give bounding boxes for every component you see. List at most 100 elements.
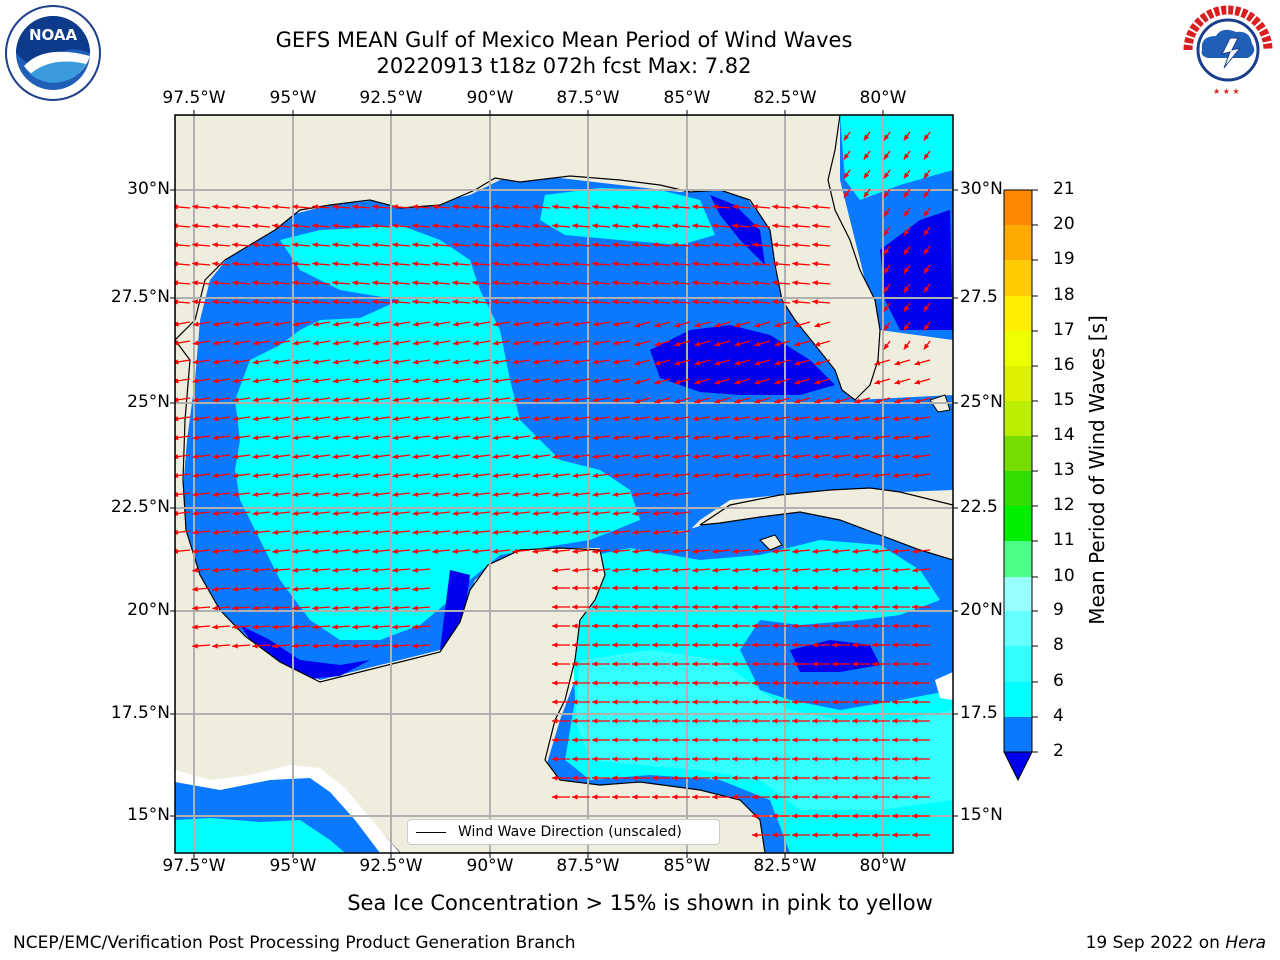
wind-wave-arrowhead [212,624,218,630]
wind-wave-arrowhead [792,699,798,705]
wind-wave-arrowhead [852,435,859,441]
wind-wave-arrowhead [923,267,930,274]
wind-wave-arrowhead [193,321,199,327]
wind-wave-arrowhead [732,204,738,210]
wind-wave-arrowhead [192,359,199,365]
wind-wave-arrowhead [674,398,681,404]
wind-wave-arrowhead [792,280,798,286]
wind-wave-arrowhead [883,153,890,160]
wind-wave-arrowhead [752,548,759,554]
wind-wave-arrowhead [372,454,379,460]
wind-wave-arrowhead [232,472,239,479]
wind-wave-arrowhead [472,299,478,305]
wind-wave-arrowhead [592,378,599,384]
lat-label-right: 30°N [960,179,1003,199]
wind-wave-arrowhead [412,435,419,441]
wind-wave-arrowhead [712,454,719,460]
wind-wave-arrowhead [292,223,298,229]
wind-wave-arrowhead [712,756,718,762]
wind-wave-arrowhead [812,604,818,610]
wind-wave-arrowhead [654,379,661,385]
wind-wave-arrowhead [252,548,259,554]
wind-wave-arrowhead [572,510,579,516]
wind-wave-arrowhead [332,340,339,346]
wind-wave-arrowhead [772,472,779,479]
wind-wave-arrowhead [292,204,298,210]
wind-wave-arrowhead [232,510,239,516]
wind-wave-arrowhead [852,718,858,724]
wind-wave-arrowhead [532,510,539,516]
wind-wave-arrowhead [923,343,930,350]
wind-wave-arrowhead [812,435,819,441]
wind-wave-arrowhead [872,585,878,591]
wind-wave-arrowhead [812,680,818,686]
colorbar-band [1004,541,1032,577]
wind-wave-arrowhead [412,586,418,592]
wind-wave-arrowhead [472,416,479,422]
wind-wave-arrowhead [252,299,258,305]
wind-wave-arrowhead [392,340,399,346]
wind-wave-arrowhead [312,223,318,229]
wind-wave-arrowhead [712,280,718,286]
wind-wave-arrowhead [232,605,238,611]
wind-wave-arrowhead [652,280,658,286]
wind-wave-arrowhead [252,280,258,286]
wind-wave-arrowhead [692,718,698,724]
wind-wave-arrowhead [372,299,378,305]
wind-wave-arrowhead [492,529,499,535]
wind-wave-arrowhead [772,718,778,724]
wind-wave-arrowhead [672,472,679,479]
colorbar-band [1004,225,1032,260]
wind-wave-arrowhead [923,153,930,160]
wind-wave-arrowhead [552,491,559,498]
wind-wave-arrowhead [552,680,558,686]
wind-wave-arrowhead [732,567,738,573]
colorbar-tick-label: 21 [1053,179,1075,199]
colorbar-band [1004,190,1032,225]
wind-wave-arrowhead [372,204,378,210]
wind-wave-arrowhead [552,397,559,403]
wind-wave-arrowhead [372,472,379,479]
wind-wave-arrowhead [792,567,798,573]
wind-wave-arrowhead [903,248,910,255]
wind-wave-arrowhead [754,398,761,404]
wind-wave-arrowhead [175,359,179,365]
wind-wave-arrowhead [312,359,319,365]
wind-wave-arrowhead [412,261,418,267]
wind-wave-arrowhead [672,261,678,267]
wind-wave-arrowhead [552,472,559,479]
wind-wave-arrowhead [772,454,779,460]
wind-wave-arrowhead [832,416,839,422]
wind-wave-arrowhead [774,360,781,366]
wind-wave-arrowhead [912,832,918,838]
wind-wave-arrowhead [632,756,638,762]
wind-wave-arrowhead [892,454,899,460]
wind-wave-arrowhead [834,398,841,404]
wind-wave-arrowhead [572,378,579,384]
wind-wave-arrowhead [832,680,838,686]
wind-wave-arrowhead [612,604,618,610]
wind-wave-arrowhead [212,299,218,305]
wind-wave-arrowhead [472,378,479,384]
colorbar-tick-label: 12 [1053,495,1075,515]
colorbar-band [1004,506,1032,541]
lon-label-top: 92.5°W [359,88,423,108]
wind-wave-arrowhead [652,567,658,573]
wind-wave-arrowhead [232,435,239,441]
wind-wave-arrowhead [252,567,258,573]
wind-wave-arrowhead [852,604,858,610]
wind-wave-arrowhead [552,223,558,229]
wind-wave-arrowhead [232,299,238,305]
wind-wave-arrowhead [592,718,598,724]
wind-wave-arrowhead [572,548,579,554]
wind-wave-arrowhead [192,624,198,630]
wind-wave-arrowhead [472,223,478,229]
wind-wave-arrowhead [592,737,598,743]
wind-wave-arrowhead [313,321,319,327]
wind-wave-arrowhead [732,435,739,441]
wind-wave-arrowhead [872,775,878,781]
wind-wave-arrowhead [212,223,218,229]
wind-wave-arrowhead [612,737,618,743]
wind-wave-arrowhead [332,204,338,210]
wind-wave-arrowhead [212,242,218,248]
